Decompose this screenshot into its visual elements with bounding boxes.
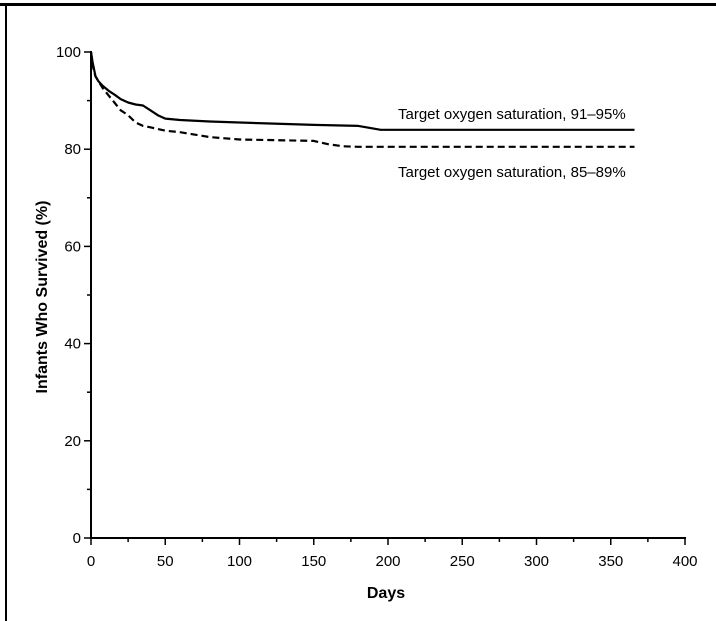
frame-left-border [5,6,7,621]
y-tick-label: 100 [56,44,81,61]
x-tick-label: 350 [598,553,623,570]
y-tick-label: 40 [64,336,81,353]
series-label-91-95: Target oxygen saturation, 91–95% [398,106,626,123]
x-tick-label: 300 [524,553,549,570]
y-tick-label: 0 [73,530,81,547]
x-tick-label: 250 [450,553,475,570]
x-tick-label: 400 [672,553,697,570]
x-tick-label: 150 [301,553,326,570]
x-tick-label: 200 [375,553,400,570]
y-axis-title: Infants Who Survived (%) [34,201,51,394]
y-axis-ticks: 0 20 40 60 80 100 [56,44,91,547]
y-tick-label: 20 [64,433,81,450]
series-lines [89,51,635,148]
x-tick-label: 100 [227,553,252,570]
y-tick-label: 60 [64,238,81,255]
series-line-85-89 [89,51,635,148]
series-label-85-89: Target oxygen saturation, 85–89% [398,164,626,181]
series-line-91-95 [89,51,635,131]
x-axis-title: Days [367,585,405,602]
x-tick-label: 0 [87,553,95,570]
x-tick-label: 50 [157,553,174,570]
frame-top-border [0,3,716,6]
x-axis-ticks: 0 50 100 150 200 250 300 350 400 [87,538,698,570]
axes [90,51,686,539]
y-tick-label: 80 [64,141,81,158]
